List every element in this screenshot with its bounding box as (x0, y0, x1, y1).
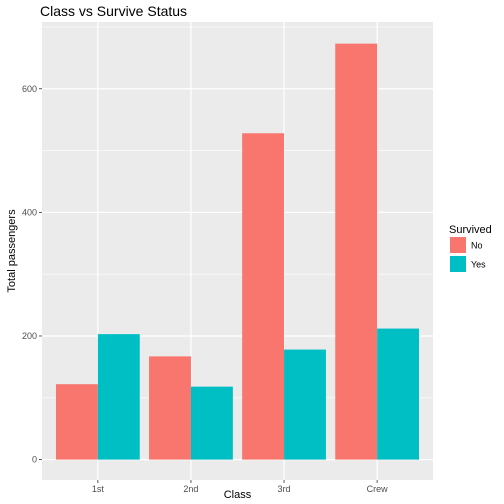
legend: Survived No Yes (449, 224, 492, 272)
legend-label-no: No (471, 241, 483, 251)
legend-key-no (450, 237, 466, 253)
x-tick-label: 1st (92, 484, 105, 494)
bar-crew-yes (377, 329, 419, 460)
x-tick-label: 2nd (183, 484, 198, 494)
y-tick-label: 200 (22, 331, 37, 341)
legend-label-yes: Yes (471, 260, 486, 270)
x-axis-title: Class (224, 489, 252, 501)
y-tick-label: 0 (32, 455, 37, 465)
y-axis-ticks: 0 200 400 600 (22, 84, 42, 465)
x-tick-label: Crew (367, 484, 389, 494)
bar-3rd-yes (284, 350, 326, 460)
chart-title: Class vs Survive Status (40, 3, 187, 19)
y-tick-label: 600 (22, 84, 37, 94)
bar-3rd-no (242, 133, 284, 459)
y-axis-title: Total passengers (6, 209, 18, 293)
bar-crew-no (335, 44, 377, 460)
legend-title: Survived (449, 224, 492, 236)
y-tick-label: 400 (22, 207, 37, 217)
bar-2nd-no (149, 356, 191, 459)
legend-key-yes (450, 256, 466, 272)
bar-1st-yes (98, 334, 140, 459)
x-tick-label: 3rd (278, 484, 291, 494)
bar-2nd-yes (191, 387, 233, 460)
bar-1st-no (56, 384, 98, 459)
